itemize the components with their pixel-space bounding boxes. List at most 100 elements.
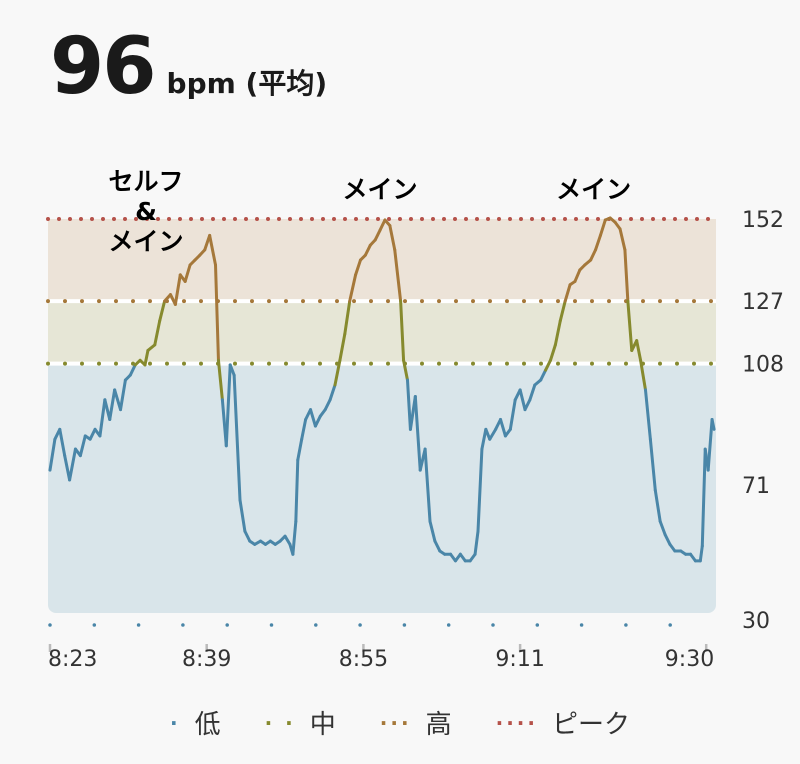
legend-swatch: · · bbox=[264, 710, 296, 735]
legend-label: 高 bbox=[425, 710, 452, 740]
heart-rate-segment bbox=[228, 363, 236, 377]
heart-rate-segment bbox=[648, 437, 657, 492]
heart-rate-segment bbox=[553, 319, 562, 347]
heart-rate-segment bbox=[399, 299, 406, 362]
zone-annotation: & bbox=[135, 197, 157, 226]
heart-rate-segment bbox=[499, 417, 507, 438]
legend-item-mid: · · 中 bbox=[265, 704, 336, 741]
heart-rate-segment bbox=[328, 383, 337, 402]
legend-swatch: ··· bbox=[379, 710, 412, 735]
heart-rate-segment bbox=[589, 248, 598, 262]
average-unit: bpm (平均) bbox=[166, 67, 328, 100]
x-tick-label: 8:23 bbox=[48, 647, 97, 672]
heart-rate-segment bbox=[348, 273, 358, 303]
band-low bbox=[48, 363, 716, 613]
heart-rate-segment bbox=[433, 539, 442, 553]
heart-rate-segment bbox=[573, 268, 582, 283]
heart-rate-segment bbox=[238, 498, 247, 533]
heart-rate-segment bbox=[333, 358, 342, 387]
heart-rate-segment bbox=[243, 529, 252, 543]
heart-rate-segment bbox=[143, 348, 150, 367]
legend-swatch: · bbox=[169, 710, 181, 735]
heart-rate-segment bbox=[313, 414, 322, 428]
x-tick-label: 8:39 bbox=[182, 647, 231, 672]
zone-annotation: メイン bbox=[556, 175, 631, 204]
heart-rate-segment bbox=[283, 534, 292, 546]
heart-rate-segment bbox=[373, 228, 382, 242]
heart-rate-segment bbox=[423, 447, 432, 523]
average-value: 96 bbox=[50, 22, 157, 112]
heart-rate-segment bbox=[476, 447, 484, 533]
heart-rate-segment bbox=[413, 394, 422, 472]
heart-rate-segment bbox=[402, 358, 409, 382]
heart-rate-segment bbox=[68, 447, 77, 482]
heart-rate-segment bbox=[663, 533, 672, 546]
heart-rate-segment bbox=[388, 224, 397, 252]
heart-rate-segment bbox=[548, 343, 557, 362]
heart-rate-segment bbox=[119, 378, 127, 412]
heart-rate-segment bbox=[338, 332, 347, 362]
heart-rate-segment bbox=[208, 233, 218, 267]
band-high bbox=[48, 218, 716, 302]
heart-rate-segment bbox=[216, 358, 224, 402]
x-tick-label: 9:30 bbox=[665, 647, 714, 672]
heart-rate-segment bbox=[480, 427, 488, 451]
heart-rate-segment bbox=[183, 263, 192, 283]
legend-label: ピーク bbox=[552, 710, 631, 740]
y-tick-label: 30 bbox=[742, 609, 770, 634]
y-tick-label: 71 bbox=[742, 474, 770, 499]
heart-rate-segment bbox=[294, 458, 300, 523]
heart-rate-segment bbox=[405, 378, 412, 431]
heart-rate-segment bbox=[618, 227, 627, 252]
heart-rate-segment bbox=[508, 398, 517, 431]
heart-rate-segment bbox=[48, 437, 57, 472]
heart-rate-segment bbox=[378, 218, 387, 232]
legend: · 低 · · 中 ··· 高 ···· ピーク bbox=[0, 704, 800, 741]
heart-rate-segment bbox=[635, 339, 643, 362]
legend-swatch: ···· bbox=[495, 710, 538, 735]
average-heart-rate: 96 bpm (平均) bbox=[50, 22, 327, 112]
heart-rate-segment bbox=[594, 233, 602, 252]
y-tick-label: 127 bbox=[742, 290, 784, 315]
heart-rate-segment bbox=[300, 417, 308, 441]
heart-rate-segment bbox=[214, 263, 220, 362]
heart-rate-segment bbox=[643, 388, 652, 441]
heart-rate-segment bbox=[173, 273, 182, 306]
band-mid bbox=[48, 301, 716, 364]
legend-item-low: · 低 bbox=[170, 704, 221, 741]
heart-rate-segment bbox=[354, 258, 362, 277]
heart-rate-segment bbox=[488, 427, 498, 441]
heart-rate-segment bbox=[626, 299, 634, 352]
heart-rate-segment bbox=[63, 454, 72, 482]
heart-rate-segment bbox=[113, 388, 123, 412]
legend-label: 中 bbox=[309, 710, 336, 740]
heart-rate-segment bbox=[158, 299, 167, 323]
heart-rate-segment bbox=[58, 427, 67, 458]
heart-rate-segment bbox=[224, 363, 232, 448]
y-tick-label: 152 bbox=[742, 208, 784, 233]
heart-rate-segment bbox=[544, 358, 552, 372]
heart-rate-segment bbox=[108, 388, 117, 421]
heart-rate-segment bbox=[518, 388, 527, 412]
heart-rate-segment bbox=[343, 299, 352, 336]
heart-rate-segment bbox=[523, 398, 532, 412]
heart-rate-segment bbox=[623, 248, 630, 303]
heart-rate-segment bbox=[78, 434, 87, 458]
heart-rate-segment bbox=[309, 408, 317, 428]
legend-item-high: ··· 高 bbox=[380, 704, 452, 741]
zone-annotation: メイン bbox=[343, 175, 418, 204]
legend-item-peak: ···· ピーク bbox=[496, 704, 630, 741]
heart-rate-segment bbox=[291, 519, 298, 556]
heart-rate-segment bbox=[153, 319, 162, 347]
heart-rate-segment bbox=[323, 398, 332, 412]
heart-rate-segment bbox=[558, 299, 567, 323]
heart-rate-segment bbox=[98, 398, 107, 438]
heart-rate-segment bbox=[563, 283, 572, 303]
heart-rate-segment bbox=[296, 437, 304, 462]
heart-rate-segment bbox=[658, 519, 667, 537]
heart-rate-segment bbox=[539, 368, 548, 382]
heart-rate-segment bbox=[710, 417, 716, 431]
heart-rate-segment bbox=[528, 383, 537, 402]
y-tick-label: 108 bbox=[742, 353, 784, 378]
